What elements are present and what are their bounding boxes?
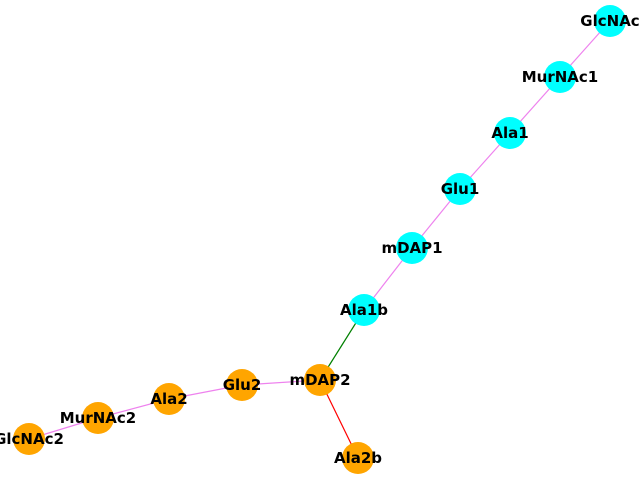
node-murnac1 [544,61,576,93]
node-label-ala1b: Ala1b [340,301,388,319]
node-murnac2 [82,402,114,434]
nodes-layer [13,5,626,474]
node-mdap2 [304,364,336,396]
node-glcnac2 [13,423,45,455]
node-glu1 [444,173,476,205]
node-ala2 [153,383,185,415]
node-label-ala2: Ala2 [150,390,187,408]
node-label-glu1: Glu1 [441,180,480,198]
node-ala1 [494,117,526,149]
node-label-ala1: Ala1 [491,124,528,142]
node-glu2 [226,369,258,401]
node-label-mdap1: mDAP1 [381,239,442,257]
node-glcnac1 [594,5,626,37]
node-ala1b [348,294,380,326]
node-label-mdap2: mDAP2 [289,371,350,389]
node-label-glcnac1: GlcNAc [580,12,639,30]
node-ala2b [342,442,374,474]
node-label-murnac1: MurNAc1 [522,68,599,86]
node-label-glu2: Glu2 [223,376,262,394]
node-label-glcnac2: GlcNAc2 [0,430,64,448]
node-label-ala2b: Ala2b [334,449,382,467]
node-mdap1 [396,232,428,264]
labels-layer: GlcNAc MurNAc1 Ala1 Glu1 mDAP1 Ala1b mDAP2 Glu2… [0,12,640,467]
node-label-murnac2: MurNAc2 [60,409,137,427]
